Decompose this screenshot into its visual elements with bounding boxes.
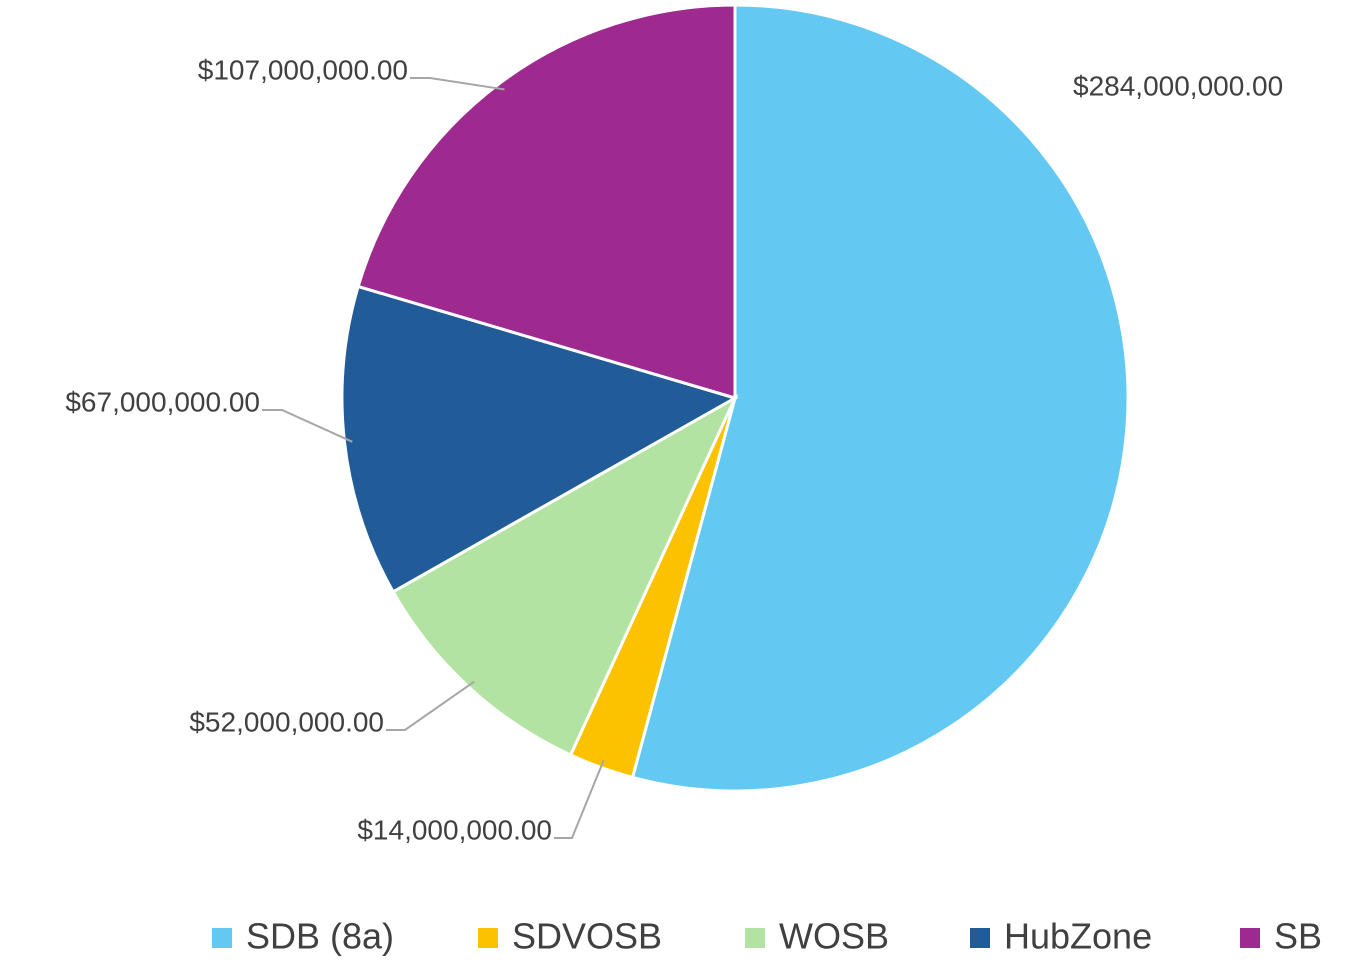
legend-swatch [1240, 928, 1260, 948]
data-label: $14,000,000.00 [357, 814, 552, 845]
legend-swatch [970, 928, 990, 948]
legend-swatch [478, 928, 498, 948]
pie-slice [340, 284, 739, 594]
pie-slice [630, 3, 1130, 793]
leader-line [554, 759, 605, 839]
legend-swatch [745, 928, 765, 948]
data-label: $52,000,000.00 [189, 706, 384, 737]
leader-line [410, 77, 505, 91]
legend-label: SDB (8a) [246, 916, 394, 957]
data-label: $284,000,000.00 [1073, 70, 1283, 101]
legend-label: SB [1274, 916, 1322, 957]
leader-line [386, 680, 475, 731]
pie-slice [391, 394, 739, 757]
pie-slice [356, 3, 737, 401]
data-label: $107,000,000.00 [198, 54, 408, 85]
leader-line [262, 409, 353, 443]
legend-label: SDVOSB [512, 916, 662, 957]
legend-label: WOSB [779, 916, 889, 957]
data-label: $67,000,000.00 [65, 386, 260, 417]
legend-label: HubZone [1004, 916, 1152, 957]
legend-swatch [212, 928, 232, 948]
